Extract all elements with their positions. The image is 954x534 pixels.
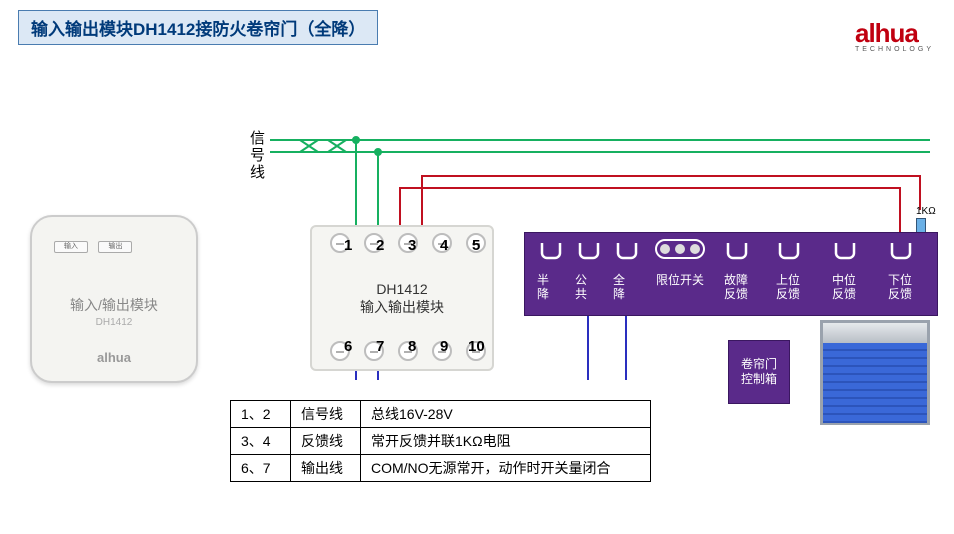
controller-port-label: 公共 <box>573 273 589 301</box>
table-cell: COM/NO无源常开，动作时开关量闭合 <box>361 455 651 482</box>
controller-port-label: 全降 <box>611 273 627 301</box>
controller-port <box>615 241 639 263</box>
fire-shutter-icon <box>820 320 930 425</box>
table-cell: 1、2 <box>231 401 291 428</box>
terminal-number: 9 <box>440 338 448 355</box>
limit-switch-label: 限位开关 <box>647 273 713 287</box>
table-cell: 信号线 <box>291 401 361 428</box>
device-module-photo: 输入 输出 输入/输出模块 DH1412 alhua <box>30 215 198 383</box>
table-cell: 6、7 <box>231 455 291 482</box>
led-input: 输入 <box>54 241 88 253</box>
controller-port <box>539 241 563 263</box>
controller-port-label: 中位反馈 <box>829 273 859 301</box>
controller-port <box>777 241 801 263</box>
terminal-number: 10 <box>468 338 485 355</box>
module-model: DH1412 <box>312 281 492 297</box>
brand-logo: alhua TECHNOLOGY <box>855 18 934 53</box>
device-name: 输入/输出模块 <box>32 295 196 315</box>
diagram-stage: 信号线 <box>0 60 954 380</box>
terminal-number: 5 <box>472 237 480 254</box>
controller-port <box>833 241 857 263</box>
controller-port-label: 上位反馈 <box>773 273 803 301</box>
controller-port <box>889 241 913 263</box>
terminal-number: 6 <box>344 338 352 355</box>
table-cell: 输出线 <box>291 455 361 482</box>
dip-switch <box>655 239 705 259</box>
title-bar: 输入输出模块DH1412接防火卷帘门（全降） <box>18 10 378 45</box>
wiring-table: 1、2信号线总线16V-28V 3、4反馈线常开反馈并联1KΩ电阻 6、7输出线CO… <box>230 400 651 482</box>
module-sub: 输入输出模块 <box>312 297 492 317</box>
controller-port-label: 半降 <box>535 273 551 301</box>
controller-port <box>725 241 749 263</box>
terminal-number: 2 <box>376 237 384 254</box>
io-module: DH1412 输入输出模块 <box>310 225 494 371</box>
controller-port <box>577 241 601 263</box>
table-cell: 3、4 <box>231 428 291 455</box>
led-output: 输出 <box>98 241 132 253</box>
controller-port-label: 下位反馈 <box>885 273 915 301</box>
table-cell: 总线16V-28V <box>361 401 651 428</box>
terminal-number: 7 <box>376 338 384 355</box>
terminal-number: 3 <box>408 237 416 254</box>
controller-port-label: 故障反馈 <box>721 273 751 301</box>
shutter-control-box: 卷帘门控制箱 <box>728 340 790 404</box>
terminal-number: 8 <box>408 338 416 355</box>
terminal-number: 4 <box>440 237 448 254</box>
terminal-number: 1 <box>344 237 352 254</box>
table-cell: 常开反馈并联1KΩ电阻 <box>361 428 651 455</box>
device-model: DH1412 <box>32 317 196 328</box>
table-cell: 反馈线 <box>291 428 361 455</box>
device-brand: alhua <box>32 350 196 365</box>
shutter-controller: 限位开关 半降公共全降 故障反馈上位反馈中位反馈下位反馈 <box>524 232 938 316</box>
